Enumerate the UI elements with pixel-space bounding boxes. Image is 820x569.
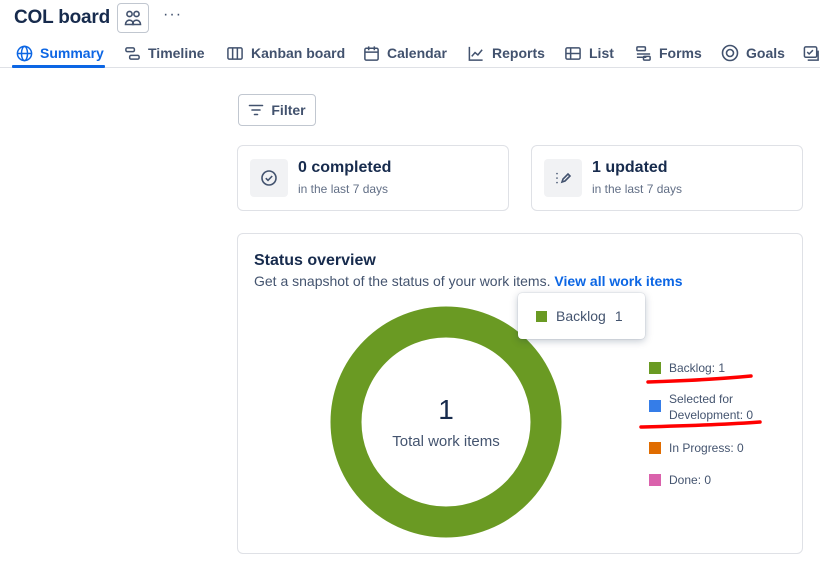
filter-label: Filter bbox=[271, 102, 306, 118]
chart-tooltip: Backlog 1 bbox=[518, 293, 645, 339]
check-circle-icon bbox=[250, 159, 288, 197]
legend-swatch bbox=[649, 400, 661, 412]
tab-label: Calendar bbox=[387, 45, 447, 61]
total-work-items-count: 1 bbox=[438, 394, 454, 425]
legend-swatch bbox=[649, 442, 661, 454]
status-donut-chart[interactable] bbox=[330, 306, 562, 538]
filter-icon bbox=[249, 104, 264, 116]
status-overview-description: Get a snapshot of the status of your wor… bbox=[254, 273, 683, 289]
status-overview-card: Status overview Get a snapshot of the st… bbox=[237, 233, 803, 554]
board-icon bbox=[227, 46, 243, 60]
total-work-items-label: Total work items bbox=[392, 433, 500, 450]
updated-period: in the last 7 days bbox=[592, 182, 683, 196]
legend-item-selected-for-development[interactable]: Selected for Development: 0 bbox=[649, 391, 753, 423]
tab-more[interactable] bbox=[803, 38, 820, 68]
calendar-icon bbox=[364, 45, 379, 61]
legend-swatch bbox=[649, 362, 661, 374]
timeline-icon bbox=[125, 46, 140, 60]
tooltip-swatch bbox=[536, 310, 547, 322]
active-tab-indicator bbox=[12, 65, 105, 68]
tab-label: List bbox=[589, 45, 614, 61]
tab-label: Summary bbox=[40, 45, 104, 61]
forms-icon bbox=[636, 45, 651, 61]
tab-kanban-board[interactable]: Kanban board bbox=[226, 38, 345, 68]
tab-label: Goals bbox=[746, 45, 785, 61]
edit-list-icon bbox=[544, 159, 582, 197]
completed-stat-card[interactable]: 0 completed in the last 7 days bbox=[237, 145, 509, 211]
tab-calendar[interactable]: Calendar bbox=[363, 38, 447, 68]
chart-line-icon bbox=[468, 46, 483, 61]
description-text: Get a snapshot of the status of your wor… bbox=[254, 273, 551, 289]
header: COL board ··· bbox=[14, 2, 182, 34]
legend-label-line: Development: 0 bbox=[669, 408, 754, 422]
legend-label: Backlog: 1 bbox=[669, 361, 726, 375]
people-icon bbox=[124, 10, 142, 26]
list-icon bbox=[565, 46, 581, 60]
tab-label: Forms bbox=[659, 45, 702, 61]
legend-item-done[interactable]: Done: 0 bbox=[649, 472, 711, 488]
tab-forms[interactable]: Forms bbox=[635, 38, 702, 68]
completed-period: in the last 7 days bbox=[298, 182, 389, 196]
updated-stat-card[interactable]: 1 updated in the last 7 days bbox=[531, 145, 803, 211]
tab-timeline[interactable]: Timeline bbox=[124, 38, 205, 68]
view-all-work-items-link[interactable]: View all work items bbox=[554, 273, 683, 289]
goal-icon bbox=[721, 44, 739, 62]
tab-list[interactable]: List bbox=[564, 38, 614, 68]
legend-label: Selected for Development: 0 bbox=[669, 391, 753, 423]
tab-reports[interactable]: Reports bbox=[467, 38, 545, 68]
team-button[interactable] bbox=[117, 3, 150, 33]
page-title: COL board bbox=[14, 7, 111, 28]
legend-label: In Progress: 0 bbox=[669, 441, 744, 455]
updated-count: 1 updated bbox=[592, 159, 668, 176]
completed-count: 0 completed bbox=[298, 159, 392, 176]
tab-goals[interactable]: Goals bbox=[721, 38, 785, 68]
legend-label: Done: 0 bbox=[669, 473, 712, 487]
filter-button[interactable]: Filter bbox=[238, 94, 316, 126]
legend-swatch bbox=[649, 474, 661, 486]
tab-label: Timeline bbox=[148, 45, 205, 61]
tab-summary[interactable]: Summary bbox=[16, 38, 104, 68]
legend-item-backlog[interactable]: Backlog: 1 bbox=[649, 360, 725, 376]
checklist-icon bbox=[803, 45, 819, 61]
globe-icon bbox=[16, 45, 33, 61]
tooltip-label: Backlog bbox=[556, 308, 606, 324]
status-overview-title: Status overview bbox=[254, 252, 376, 269]
legend-label-line: Selected for bbox=[669, 392, 734, 406]
donut-segment-backlog[interactable] bbox=[330, 306, 562, 538]
more-actions-button[interactable]: ··· bbox=[163, 6, 183, 23]
tab-label: Kanban board bbox=[251, 45, 346, 61]
tab-label: Reports bbox=[492, 45, 545, 61]
legend-item-in-progress[interactable]: In Progress: 0 bbox=[649, 440, 744, 456]
tooltip-count: 1 bbox=[614, 308, 623, 324]
tab-bar: Summary Timeline Kanban board Calendar R… bbox=[0, 38, 820, 68]
